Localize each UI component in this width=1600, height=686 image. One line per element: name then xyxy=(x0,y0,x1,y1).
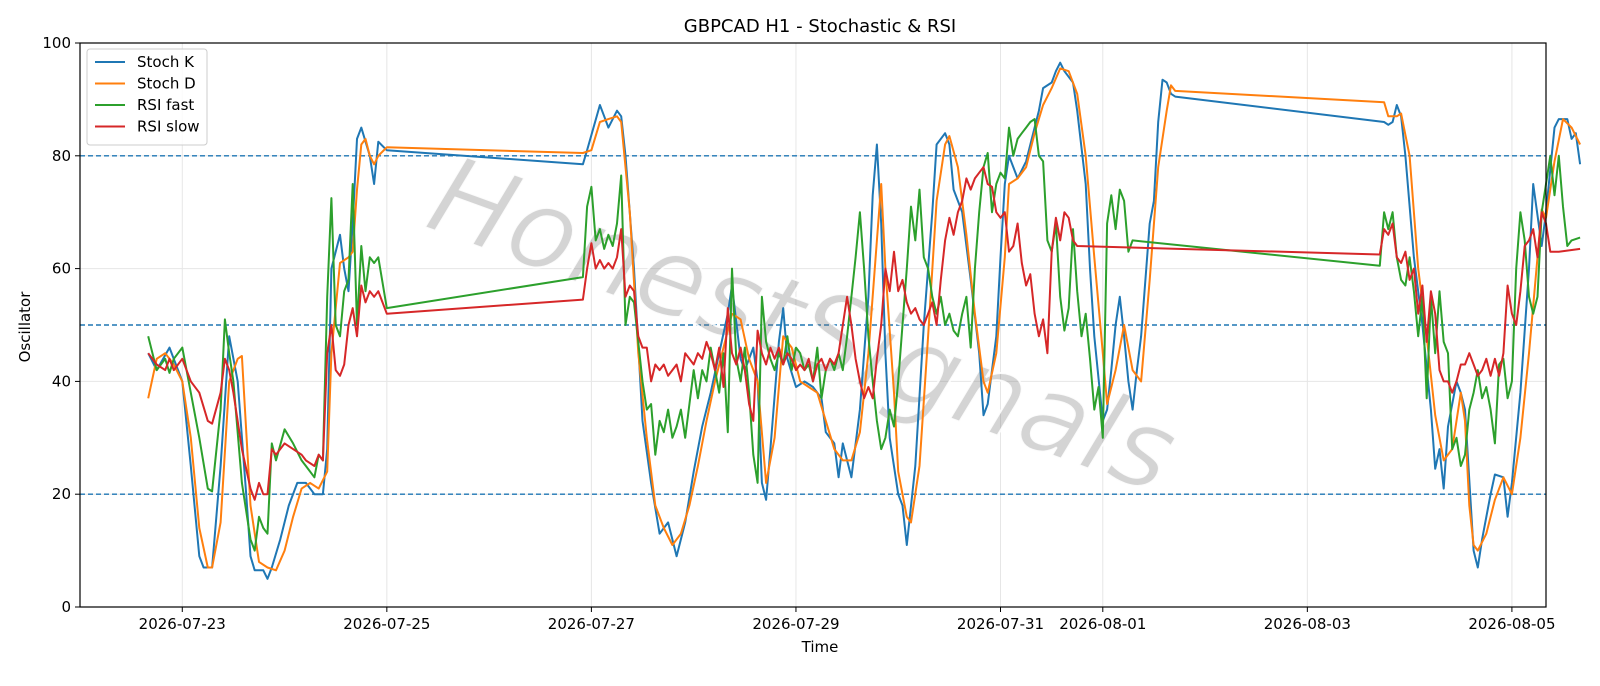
legend-label: Stoch D xyxy=(137,75,196,93)
y-tick-label: 80 xyxy=(52,147,71,165)
legend-label: RSI slow xyxy=(137,118,200,136)
legend: Stoch K Stoch D RSI fast RSI slow xyxy=(86,48,208,146)
reference-lines xyxy=(80,155,1546,495)
y-tick-label: 20 xyxy=(52,485,71,503)
chart-title: GBPCAD H1 - Stochastic & RSI xyxy=(684,16,956,37)
y-tick-label: 100 xyxy=(42,34,71,52)
legend-box xyxy=(86,48,208,146)
x-tick-label: 2026-07-31 xyxy=(957,615,1044,633)
y-axis-ticks: 0 20 40 60 80 100 xyxy=(42,34,80,616)
y-tick-label: 60 xyxy=(52,260,71,278)
series-line-stoch-d xyxy=(147,67,1581,572)
y-tick-label: 0 xyxy=(61,598,71,616)
x-tick-label: 2026-08-01 xyxy=(1059,615,1146,633)
y-tick-label: 40 xyxy=(52,372,71,390)
y-axis-label: Oscillator xyxy=(16,291,34,363)
x-axis-label: Time xyxy=(801,638,839,656)
legend-label: RSI fast xyxy=(137,96,194,114)
legend-label: Stoch K xyxy=(137,53,195,71)
x-tick-label: 2026-08-03 xyxy=(1264,615,1351,633)
series-line-rsi-slow xyxy=(147,166,1581,501)
x-tick-label: 2026-07-25 xyxy=(343,615,430,633)
x-axis-ticks: 2026-07-23 2026-07-25 2026-07-27 2026-07-29… xyxy=(139,607,1556,633)
x-tick-label: 2026-08-05 xyxy=(1468,615,1555,633)
series-lines xyxy=(147,61,1582,580)
x-tick-label: 2026-07-23 xyxy=(139,615,226,633)
plot-frame xyxy=(79,42,1547,608)
x-tick-label: 2026-07-27 xyxy=(548,615,635,633)
series-line-stoch-k xyxy=(147,61,1582,580)
series-line-rsi-fast xyxy=(147,118,1581,552)
x-tick-label: 2026-07-29 xyxy=(752,615,839,633)
